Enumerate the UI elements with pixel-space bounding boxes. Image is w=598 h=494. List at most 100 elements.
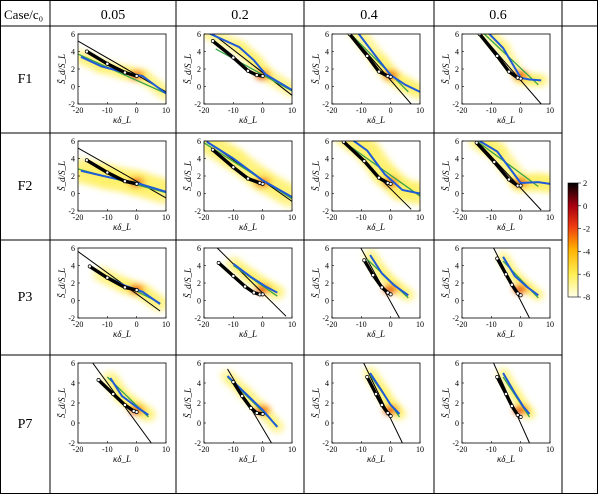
x-tick-label: -10: [228, 213, 239, 222]
x-tick-label: 10: [416, 213, 424, 222]
x-tick-label: -20: [327, 106, 338, 115]
curve-marker: [134, 181, 139, 186]
curve-marker: [254, 73, 259, 78]
blue-curve: [109, 377, 149, 416]
colorbar-tick-label: -8: [583, 292, 590, 302]
curve-marker: [231, 274, 236, 278]
y-tick-label: 0: [197, 297, 201, 306]
y-tick-label: 2: [325, 172, 329, 181]
curve-marker: [388, 181, 393, 186]
y-tick-label: 6: [197, 30, 201, 39]
curve-marker: [362, 159, 367, 164]
curve-marker: [374, 392, 378, 396]
y-tick-label: 4: [197, 155, 201, 164]
curve-marker: [231, 380, 236, 384]
y-tick-label: 6: [455, 244, 459, 253]
curve-marker: [515, 413, 520, 417]
curve-marker: [243, 284, 248, 289]
x-tick-label: 0: [135, 320, 139, 329]
x-tick-label: -10: [356, 106, 367, 115]
curve-marker: [260, 181, 265, 186]
x-tick-label: 10: [546, 213, 554, 222]
y-tick-label: 0: [197, 190, 201, 199]
y-tick-label: 0: [71, 419, 75, 428]
curve-marker: [122, 403, 127, 407]
x-tick-label: -10: [486, 106, 497, 115]
y-tick-label: -2: [68, 207, 75, 216]
x-tick-label: 0: [261, 213, 265, 222]
curve-marker: [260, 74, 265, 78]
colorbar-tick-label: -2: [583, 224, 590, 234]
y-tick-label: 0: [325, 83, 329, 92]
curve-marker: [365, 53, 370, 58]
y-tick-label: 0: [325, 190, 329, 199]
curve-marker: [518, 415, 523, 419]
curve-marker: [518, 293, 523, 298]
panel-P7-0.2: 6 4 2 0 -2-20 -10 0 10 κδ_L S̃_d/S_L: [183, 359, 296, 464]
y-tick-label: -2: [68, 439, 75, 448]
y-tick-label: -2: [452, 439, 459, 448]
curve-marker: [111, 392, 116, 396]
blue-curve: [206, 141, 292, 198]
colorbar-gradient: [567, 182, 579, 298]
curve-marker: [231, 165, 236, 170]
x-tick-label: 10: [546, 106, 554, 115]
x-tick-label: -10: [486, 445, 497, 454]
y-tick-label: 6: [197, 359, 201, 368]
curve-marker: [504, 392, 508, 396]
curve-marker: [365, 375, 370, 379]
y-tick-label: 0: [455, 297, 459, 306]
curve-marker: [385, 411, 390, 415]
y-tick-label: 4: [197, 48, 201, 57]
x-tick-label: 10: [416, 445, 424, 454]
x-tick-label: -20: [73, 213, 84, 222]
y-tick-label: 6: [455, 359, 459, 368]
y-tick-label: -2: [194, 100, 201, 109]
curve-marker: [504, 272, 508, 277]
row-label-F2: F2: [18, 179, 33, 194]
y-tick-label: 4: [325, 262, 329, 271]
curve-marker: [379, 403, 384, 407]
y-axis-label: S̃_d/S_L: [183, 54, 193, 84]
column-header-0.2: 0.2: [231, 8, 249, 23]
curve-marker: [509, 404, 514, 408]
curve-marker: [251, 290, 256, 295]
blue-curve: [502, 256, 539, 297]
curve-marker: [210, 147, 215, 152]
x-tick-label: 0: [261, 445, 265, 454]
x-tick-label: -20: [199, 106, 210, 115]
y-tick-label: 2: [197, 399, 201, 408]
y-tick-label: 6: [325, 359, 329, 368]
curve-marker: [105, 61, 110, 66]
y-axis-label: S̃_d/S_L: [441, 388, 451, 418]
curve-marker: [246, 68, 250, 73]
y-tick-label: 6: [325, 137, 329, 146]
black-curve: [88, 264, 139, 292]
panel-P3-0.6: 6 4 2 0 -2-20 -10 0 10 κδ_L S̃_d/S_L: [441, 244, 554, 339]
y-axis-label: S̃_d/S_L: [441, 161, 451, 191]
curve-marker: [474, 141, 479, 145]
x-axis-label: κδ_L: [113, 454, 131, 464]
y-tick-label: 4: [71, 48, 75, 57]
curve-marker: [105, 170, 110, 175]
x-tick-label: -10: [228, 445, 239, 454]
colorbar-tick-label: 0: [583, 201, 587, 211]
x-tick-label: 0: [389, 106, 393, 115]
x-tick-label: -20: [327, 213, 338, 222]
x-tick-label: 10: [546, 445, 554, 454]
x-tick-label: 0: [519, 320, 523, 329]
curve-marker: [495, 53, 500, 58]
x-tick-label: 10: [162, 320, 170, 329]
x-tick-label: 10: [546, 320, 554, 329]
curve-marker: [388, 414, 393, 418]
x-axis-label: κδ_L: [367, 222, 385, 232]
y-axis-label: S̃_d/S_L: [311, 161, 321, 191]
x-tick-label: -10: [228, 106, 239, 115]
x-tick-label: -20: [199, 213, 210, 222]
y-tick-label: 6: [71, 137, 75, 146]
curve-marker: [362, 258, 367, 263]
x-tick-label: -20: [457, 106, 468, 115]
x-axis-label: κδ_L: [239, 222, 257, 232]
panel-F1-0.2: 6 4 2 0 -2-20 -10 0 10 κδ_L S̃_d/S_L: [183, 30, 296, 125]
panel-F1-0.05: 6 4 2 0 -2-20 -10 0 10 κδ_L S̃_d/S_L: [57, 30, 170, 125]
